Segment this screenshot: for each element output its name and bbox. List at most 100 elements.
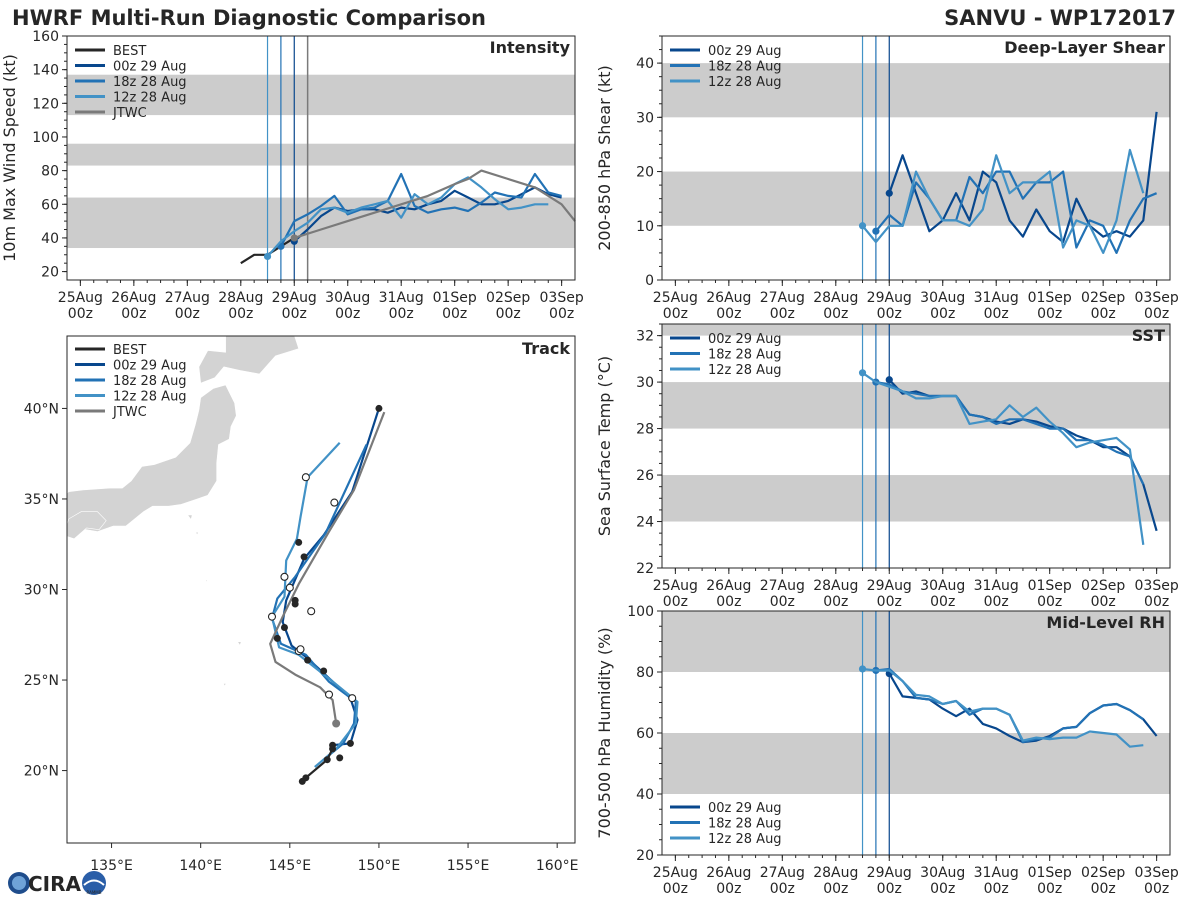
sst-start-point-12z-28-aug xyxy=(858,369,867,377)
rh-ytick-label: 20 xyxy=(636,848,654,864)
sst-xtick-label: 00z xyxy=(823,594,848,610)
intensity-xtick-label: 00z xyxy=(68,306,93,322)
shear-xtick-label: 00z xyxy=(770,306,795,322)
rh-xtick-label: 03Sep xyxy=(1135,865,1179,881)
track-point-filled-00z-29-aug xyxy=(280,624,288,632)
shear-band xyxy=(662,63,1170,118)
track-legend-label-jtwc: JTWC xyxy=(112,405,147,420)
sst-xtick-label: 28Aug xyxy=(813,578,858,594)
intensity-band xyxy=(67,143,575,166)
shear-start-point-12z-28-aug xyxy=(858,222,867,230)
shear-title: Deep-Layer Shear xyxy=(1004,38,1165,57)
track-ytick-label: 40°N xyxy=(24,401,59,417)
shear-legend-label-00z-29-aug: 00z 29 Aug xyxy=(708,44,782,59)
track-point-best xyxy=(302,774,310,782)
intensity-ytick-label: 60 xyxy=(41,197,59,213)
sst-band xyxy=(662,382,1170,429)
shear-ytick-label: 20 xyxy=(636,165,654,181)
panel-shear: 01020304025Aug00z26Aug00z27Aug00z28Aug00… xyxy=(595,35,1179,322)
sst-xtick-label: 00z xyxy=(663,594,688,610)
intensity-ytick-label: 80 xyxy=(41,164,59,180)
sst-xtick-label: 02Sep xyxy=(1081,578,1125,594)
shear-xtick-label: 25Aug xyxy=(653,290,698,306)
rh-xtick-label: 00z xyxy=(930,881,955,897)
intensity-ytick-label: 140 xyxy=(32,63,59,79)
intensity-ylabel: 10m Max Wind Speed (kt) xyxy=(0,54,19,262)
rh-series-12z-28-aug xyxy=(862,667,1144,748)
track-map xyxy=(67,336,386,785)
sst-band xyxy=(662,324,1170,336)
shear-xtick-label: 00z xyxy=(984,306,1009,322)
intensity-xtick-label: 27Aug xyxy=(165,290,210,306)
rh-xtick-label: 00z xyxy=(984,881,1009,897)
intensity-xtick-label: 00z xyxy=(496,306,521,322)
intensity-series-jtwc xyxy=(293,169,576,239)
intensity-band xyxy=(67,74,575,116)
intensity-ytick-label: 120 xyxy=(32,96,59,112)
sst-xtick-label: 26Aug xyxy=(706,578,751,594)
shear-xtick-label: 00z xyxy=(1037,306,1062,322)
track-point-open-18z-28-aug xyxy=(324,690,334,699)
track-point-open-18z-28-aug xyxy=(285,583,294,592)
rh-xtick-label: 00z xyxy=(770,881,795,897)
track-point-open-12z-28-aug xyxy=(301,473,310,482)
track-xtick-label: 140°E xyxy=(179,858,222,874)
rh-ytick-label: 80 xyxy=(636,665,654,681)
panel-sst: 22242628303225Aug00z26Aug00z27Aug00z28Au… xyxy=(595,323,1179,610)
rh-legend-label-18z-28-aug: 18z 28 Aug xyxy=(708,817,782,832)
shear-series-12z-28-aug xyxy=(861,148,1145,254)
track-line-jtwc xyxy=(269,411,386,724)
track-legend-label-00z-29-aug: 00z 29 Aug xyxy=(113,359,187,374)
rh-xtick-label: 00z xyxy=(1091,881,1116,897)
shear-ytick-label: 0 xyxy=(645,273,654,289)
shear-xtick-label: 28Aug xyxy=(813,290,858,306)
intensity-ytick-label: 20 xyxy=(41,265,59,281)
sst-series-18z-28-aug xyxy=(875,381,1145,485)
rh-xtick-label: 25Aug xyxy=(653,865,698,881)
rh-xtick-label: 00z xyxy=(663,881,688,897)
shear-start-point-00z-29-aug xyxy=(885,189,893,197)
rh-xtick-label: 26Aug xyxy=(706,865,751,881)
rh-xtick-label: 00z xyxy=(716,881,741,897)
track-point-filled-00z-29-aug xyxy=(304,656,312,664)
intensity-series-12z-28-aug xyxy=(266,176,549,258)
island xyxy=(196,532,198,535)
sst-xtick-label: 03Sep xyxy=(1135,578,1179,594)
track-point-filled-00z-29-aug xyxy=(375,404,383,412)
track-point-filled-00z-29-aug xyxy=(295,538,303,546)
rh-xtick-label: 28Aug xyxy=(813,865,858,881)
rh-xtick-label: 31Aug xyxy=(974,865,1019,881)
island xyxy=(223,683,226,686)
track-point-open-00z-29-aug xyxy=(330,498,339,507)
intensity-title: Intensity xyxy=(490,38,571,57)
sst-band xyxy=(662,475,1170,522)
intensity-xtick-label: 00z xyxy=(389,306,414,322)
shear-ylabel: 200-850 hPa Shear (kt) xyxy=(595,65,614,251)
track-point-open-00z-29-aug xyxy=(348,694,357,703)
intensity-xtick-label: 25Aug xyxy=(58,290,103,306)
panel-track: 135°E 140°E 145°E 150°E 155°E 160°E 20°N 25°N 30… xyxy=(24,335,578,874)
track-xtick-label: 150°E xyxy=(358,858,401,874)
rh-title: Mid-Level RH xyxy=(1046,613,1165,632)
sst-xtick-label: 00z xyxy=(984,594,1009,610)
sst-xtick-label: 01Sep xyxy=(1028,578,1072,594)
track-ytick-label: 30°N xyxy=(24,583,59,599)
sst-xtick-label: 27Aug xyxy=(760,578,805,594)
track-point-filled-00z-29-aug xyxy=(329,741,337,749)
track-legend-label-18z-28-aug: 18z 28 Aug xyxy=(113,374,187,389)
intensity-xtick-label: 01Sep xyxy=(433,290,477,306)
intensity-xtick-label: 00z xyxy=(175,306,200,322)
rh-start-point-12z-28-aug xyxy=(858,665,867,673)
intensity-xtick-label: 00z xyxy=(228,306,253,322)
intensity-xtick-label: 31Aug xyxy=(379,290,424,306)
shear-xtick-label: 00z xyxy=(930,306,955,322)
sst-series-12z-28-aug xyxy=(861,371,1145,545)
intensity-xtick-label: 00z xyxy=(121,306,146,322)
figure-title: HWRF Multi-Run Diagnostic Comparison xyxy=(12,6,487,30)
rh-ylabel: 700-500 hPa Humidity (%) xyxy=(595,627,614,838)
sst-legend-label-18z-28-aug: 18z 28 Aug xyxy=(708,348,782,363)
shear-xtick-label: 03Sep xyxy=(1135,290,1179,306)
shear-xtick-label: 01Sep xyxy=(1028,290,1072,306)
